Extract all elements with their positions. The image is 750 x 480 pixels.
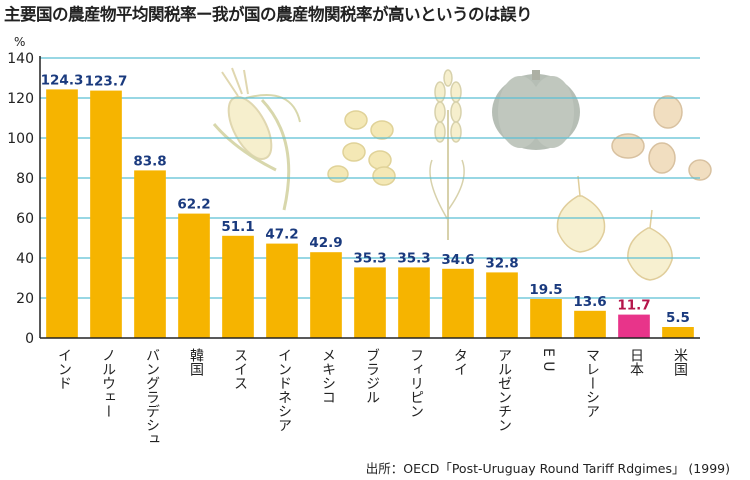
category-label: マレーシア: [584, 348, 600, 418]
bar-6: [266, 243, 298, 338]
bar-15: [662, 327, 694, 338]
y-axis-unit: %: [14, 35, 25, 49]
onion-illustration: [556, 175, 673, 281]
value-label: 42.9: [309, 235, 342, 251]
value-label: 47.2: [265, 227, 298, 243]
bar-13: [574, 310, 606, 338]
value-label: 51.1: [221, 219, 254, 235]
bar-3: [134, 170, 166, 338]
category-label: バングラデシュ: [144, 348, 160, 446]
wheat-illustration: [429, 69, 465, 240]
bar-14: [618, 314, 650, 338]
category-label: スイス: [232, 348, 248, 390]
category-label: タイ: [452, 348, 468, 376]
bar-9: [398, 267, 430, 338]
category-label: フィリピン: [408, 348, 424, 418]
bar-5: [222, 235, 254, 338]
y-tick-label: 80: [16, 171, 34, 187]
y-tick-label: 20: [16, 291, 34, 307]
soybeans-illustration: [327, 110, 396, 186]
y-tick-label: 100: [7, 131, 34, 147]
potatoes-illustration: [611, 95, 712, 181]
y-tick-label: 120: [7, 91, 34, 107]
bar-10: [442, 268, 474, 338]
bar-8: [354, 267, 386, 338]
y-tick-label: 140: [7, 51, 34, 67]
value-label: 11.7: [617, 298, 650, 314]
y-tick-label: 40: [16, 251, 34, 267]
value-label: 32.8: [485, 255, 518, 271]
category-label: 米国: [672, 348, 688, 376]
y-tick-label: 60: [16, 211, 34, 227]
bar-1: [46, 89, 78, 339]
category-label: ブラジル: [364, 348, 380, 404]
category-label: インド: [56, 348, 72, 390]
value-label: 35.3: [397, 250, 430, 266]
value-label: 19.5: [529, 282, 562, 298]
page-title: 主要国の農産物平均関税率ー我が国の農産物関税率が高いというのは誤り: [4, 5, 533, 24]
decorations: [212, 67, 712, 281]
category-label: インドネシア: [276, 348, 292, 432]
category-label: 韓国: [188, 348, 204, 376]
value-label: 34.6: [441, 252, 474, 268]
bar-4: [178, 213, 210, 338]
category-label: 日本: [628, 348, 644, 376]
value-label: 35.3: [353, 250, 386, 266]
value-label: 62.2: [177, 197, 210, 213]
pumpkin-illustration: [492, 70, 580, 150]
category-label: ノルウェー: [100, 348, 116, 418]
source-note: 出所：OECD「Post-Uruguay Round Tariff Rdgime…: [365, 461, 730, 476]
bar-7: [310, 252, 342, 338]
category-label: メキシコ: [320, 348, 336, 404]
bar-12: [530, 299, 562, 338]
category-label: E U: [540, 348, 556, 372]
value-label: 123.7: [85, 74, 128, 90]
value-label: 5.5: [666, 310, 690, 326]
value-label: 13.6: [573, 294, 606, 310]
y-tick-label: 0: [25, 331, 34, 347]
value-label: 124.3: [41, 72, 84, 88]
category-label: アルゼンチン: [496, 348, 512, 432]
corn-illustration: [212, 67, 301, 211]
value-label: 83.8: [133, 153, 166, 169]
bar-2: [90, 90, 122, 338]
bar-11: [486, 272, 518, 338]
